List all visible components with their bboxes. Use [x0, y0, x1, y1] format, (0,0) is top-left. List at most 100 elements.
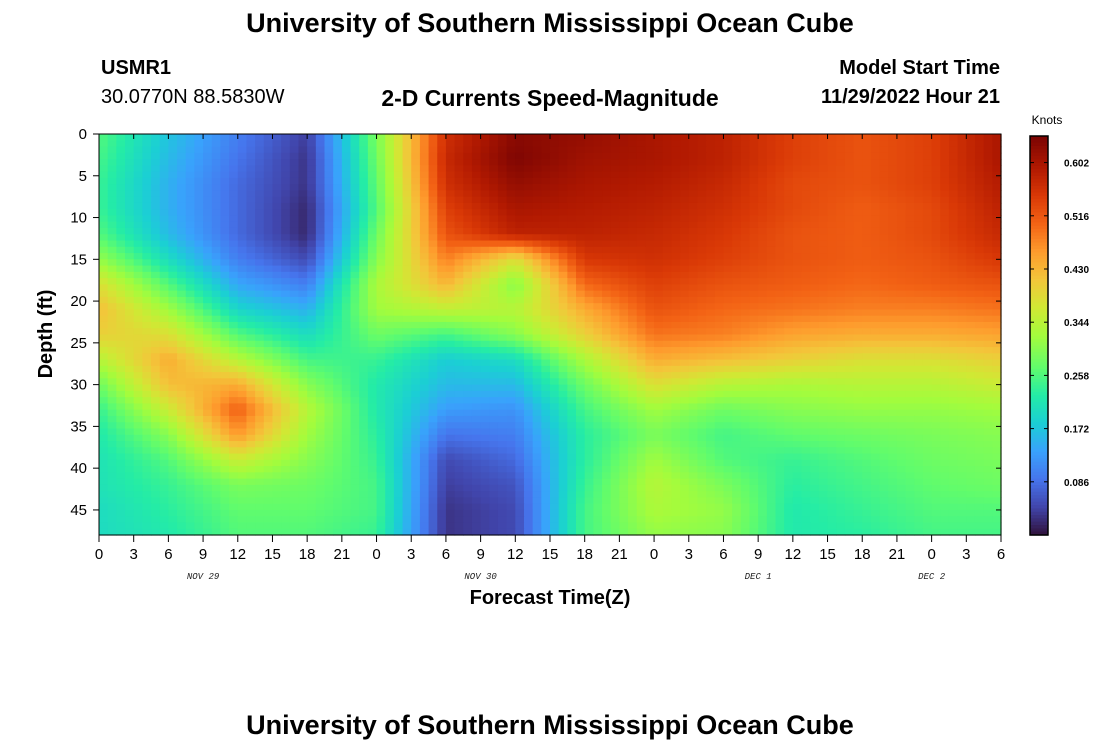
heatmap-cell — [818, 372, 829, 379]
heatmap-cell — [550, 246, 560, 254]
heatmap-cell — [515, 278, 525, 285]
heatmap-cell — [619, 140, 629, 148]
heatmap-cell — [341, 215, 352, 223]
heatmap-cell — [333, 171, 343, 179]
heatmap-cell — [107, 240, 117, 248]
heatmap-cell — [784, 403, 794, 411]
heatmap-cell — [706, 202, 716, 210]
heatmap-cell — [593, 378, 603, 386]
heatmap-cell — [714, 171, 725, 179]
heatmap-cell — [454, 303, 464, 311]
heatmap-cell — [203, 303, 213, 311]
heatmap-cell — [489, 177, 499, 185]
heatmap-cell — [177, 397, 187, 405]
heatmap-cell — [862, 372, 872, 379]
heatmap-cell — [246, 221, 256, 229]
heatmap-cell — [879, 246, 889, 254]
heatmap-cell — [272, 415, 282, 423]
heatmap-cell — [671, 265, 681, 273]
heatmap-cell — [402, 328, 412, 336]
heatmap-cell — [385, 184, 395, 191]
heatmap-cell — [749, 384, 759, 392]
heatmap-cell — [177, 190, 187, 198]
heatmap-cell — [289, 415, 300, 423]
heatmap-cell — [393, 365, 404, 373]
heatmap-cell — [948, 428, 959, 436]
heatmap-cell — [775, 278, 785, 285]
heatmap-cell — [870, 146, 881, 154]
heatmap-cell — [567, 397, 577, 405]
heatmap-cell — [697, 159, 707, 166]
heatmap-cell — [740, 409, 751, 417]
heatmap-cell — [957, 240, 967, 248]
heatmap-cell — [558, 347, 568, 354]
heatmap-cell — [515, 221, 525, 229]
heatmap-cell — [307, 365, 317, 373]
heatmap-cell — [966, 253, 976, 260]
heatmap-cell — [818, 190, 829, 198]
heatmap-cell — [576, 384, 586, 392]
heatmap-cell — [784, 390, 794, 398]
heatmap-cell — [844, 347, 855, 354]
heatmap-cell — [480, 171, 490, 179]
heatmap-cell — [801, 177, 811, 185]
heatmap-cell — [116, 227, 126, 235]
heatmap-cell — [454, 290, 464, 298]
heatmap-cell — [697, 428, 707, 436]
heatmap-cell — [922, 209, 933, 217]
heatmap-cell — [506, 265, 516, 273]
heatmap-cell — [272, 259, 282, 267]
heatmap-cell — [133, 403, 143, 411]
heatmap-cell — [185, 303, 195, 311]
heatmap-cell — [497, 390, 508, 398]
heatmap-cell — [255, 259, 265, 267]
heatmap-cell — [836, 415, 846, 423]
heatmap-cell — [870, 359, 881, 367]
heatmap-cell — [766, 190, 777, 198]
heatmap-cell — [489, 140, 499, 148]
heatmap-cell — [402, 190, 412, 198]
heatmap-cell — [905, 422, 915, 430]
heatmap-cell — [428, 165, 438, 173]
heatmap-cell — [784, 227, 794, 235]
heatmap-cell — [497, 240, 508, 248]
heatmap-cell — [931, 265, 941, 273]
heatmap-cell — [99, 378, 109, 386]
heatmap-cell — [506, 165, 516, 173]
heatmap-cell — [125, 202, 135, 210]
heatmap-cell — [974, 278, 985, 285]
heatmap-cell — [298, 290, 308, 298]
heatmap-cell — [99, 415, 109, 423]
heatmap-cell — [896, 240, 907, 248]
heatmap-cell — [107, 209, 117, 217]
heatmap-cell — [99, 340, 109, 348]
heatmap-cell — [636, 278, 646, 285]
heatmap-cell — [697, 403, 707, 411]
heatmap-cell — [116, 347, 126, 354]
heatmap-cell — [619, 259, 629, 267]
heatmap-cell — [246, 347, 256, 354]
heatmap-cell — [940, 353, 950, 361]
heatmap-cell — [497, 246, 508, 254]
heatmap-cell — [671, 309, 681, 317]
heatmap-cell — [402, 240, 412, 248]
heatmap-cell — [671, 284, 681, 292]
heatmap-cell — [315, 209, 326, 217]
heatmap-cell — [853, 146, 863, 154]
heatmap-cell — [437, 278, 447, 285]
heatmap-cell — [255, 190, 265, 198]
heatmap-cell — [445, 259, 456, 267]
heatmap-cell — [255, 215, 265, 223]
heatmap-cell — [246, 146, 256, 154]
heatmap-cell — [862, 384, 872, 392]
heatmap-cell — [177, 265, 187, 273]
heatmap-cell — [671, 215, 681, 223]
heatmap-cell — [723, 271, 733, 279]
heatmap-cell — [827, 165, 837, 173]
heatmap-cell — [688, 390, 699, 398]
heatmap-cell — [584, 340, 594, 348]
heatmap-cell — [307, 240, 317, 248]
heatmap-cell — [602, 422, 612, 430]
heatmap-cell — [385, 415, 395, 423]
heatmap-cell — [680, 359, 690, 367]
